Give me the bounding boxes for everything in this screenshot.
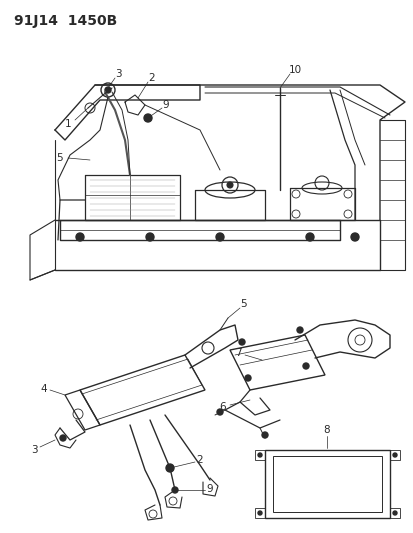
Text: 6: 6 — [219, 402, 226, 412]
Text: 4: 4 — [40, 384, 47, 394]
Text: 10: 10 — [288, 65, 301, 75]
Circle shape — [216, 233, 223, 241]
Text: 1: 1 — [64, 119, 71, 129]
Circle shape — [392, 511, 396, 515]
Text: 8: 8 — [323, 425, 330, 435]
Bar — [264, 450, 389, 518]
Circle shape — [305, 233, 313, 241]
Circle shape — [146, 233, 154, 241]
Circle shape — [296, 327, 302, 333]
Circle shape — [244, 375, 250, 381]
Text: 3: 3 — [31, 445, 37, 455]
Bar — [254, 508, 264, 518]
Text: 5: 5 — [57, 153, 63, 163]
Circle shape — [105, 87, 111, 93]
Circle shape — [238, 339, 244, 345]
Text: 7: 7 — [234, 348, 241, 358]
Circle shape — [226, 182, 233, 188]
Circle shape — [392, 453, 396, 457]
Circle shape — [257, 511, 261, 515]
Text: 9: 9 — [162, 100, 169, 110]
Circle shape — [60, 435, 66, 441]
Circle shape — [171, 487, 178, 493]
Text: 2: 2 — [148, 73, 155, 83]
Circle shape — [166, 464, 173, 472]
Text: 91J14  1450B: 91J14 1450B — [14, 14, 117, 28]
Circle shape — [350, 233, 358, 241]
Bar — [254, 450, 264, 460]
Text: 9: 9 — [206, 484, 213, 494]
Circle shape — [76, 233, 84, 241]
Text: 3: 3 — [114, 69, 121, 79]
Circle shape — [302, 363, 308, 369]
Text: 5: 5 — [240, 299, 247, 309]
Bar — [389, 450, 399, 460]
Bar — [272, 456, 381, 512]
Circle shape — [144, 114, 152, 122]
Circle shape — [261, 432, 267, 438]
Circle shape — [216, 409, 223, 415]
Text: 2: 2 — [196, 455, 203, 465]
Circle shape — [257, 453, 261, 457]
Bar — [389, 508, 399, 518]
